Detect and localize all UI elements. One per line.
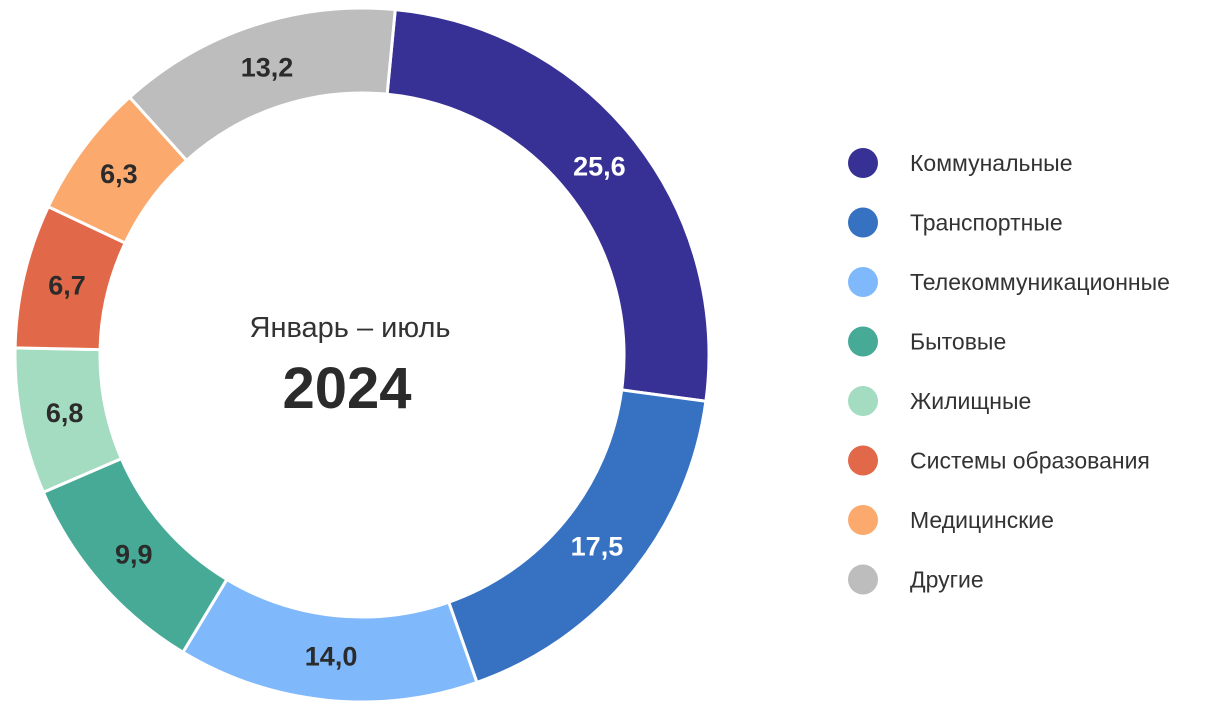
slice-2 (180, 577, 479, 701)
legend-swatch-0 (848, 148, 878, 178)
donut-center: Январь – июль 2024 (250, 312, 451, 421)
legend-swatch-2 (848, 267, 878, 297)
legend-swatch-5 (848, 445, 878, 476)
slice-label-1: 17,5 (571, 531, 624, 561)
legend-swatch-4 (848, 386, 878, 416)
slice-7 (127, 6, 397, 163)
legend-label-4: Жилищные (910, 388, 1031, 414)
legend-label-5: Системы образования (910, 448, 1150, 474)
slice-label-7: 13,2 (241, 52, 294, 82)
legend-label-6: Медицинские (910, 507, 1054, 533)
center-subtitle: Январь – июль (250, 312, 451, 344)
legend-label-7: Другие (910, 567, 984, 593)
donut-slices (13, 6, 711, 701)
slice-label-3: 9,9 (115, 539, 153, 569)
legend-label-1: Транспортные (910, 210, 1063, 236)
legend-label-0: Коммунальные (910, 150, 1073, 176)
legend: Коммунальные Транспортные Телекоммуникацио… (848, 148, 1170, 595)
slice-label-4: 6,8 (46, 398, 84, 428)
slice-label-6: 6,3 (100, 159, 138, 189)
legend-swatch-6 (848, 505, 878, 535)
legend-label-3: Бытовые (910, 329, 1006, 355)
slice-label-2: 14,0 (305, 641, 358, 671)
legend-swatch-7 (848, 564, 878, 595)
slice-label-5: 6,7 (48, 271, 86, 301)
center-year: 2024 (282, 356, 411, 421)
legend-swatch-1 (848, 207, 878, 238)
slice-labels: 25,6 17,5 14,0 9,9 6,8 6,7 6,3 13,2 (46, 52, 626, 671)
legend-swatch-3 (848, 326, 878, 357)
legend-label-2: Телекоммуникационные (910, 269, 1170, 295)
slice-label-0: 25,6 (573, 152, 626, 182)
